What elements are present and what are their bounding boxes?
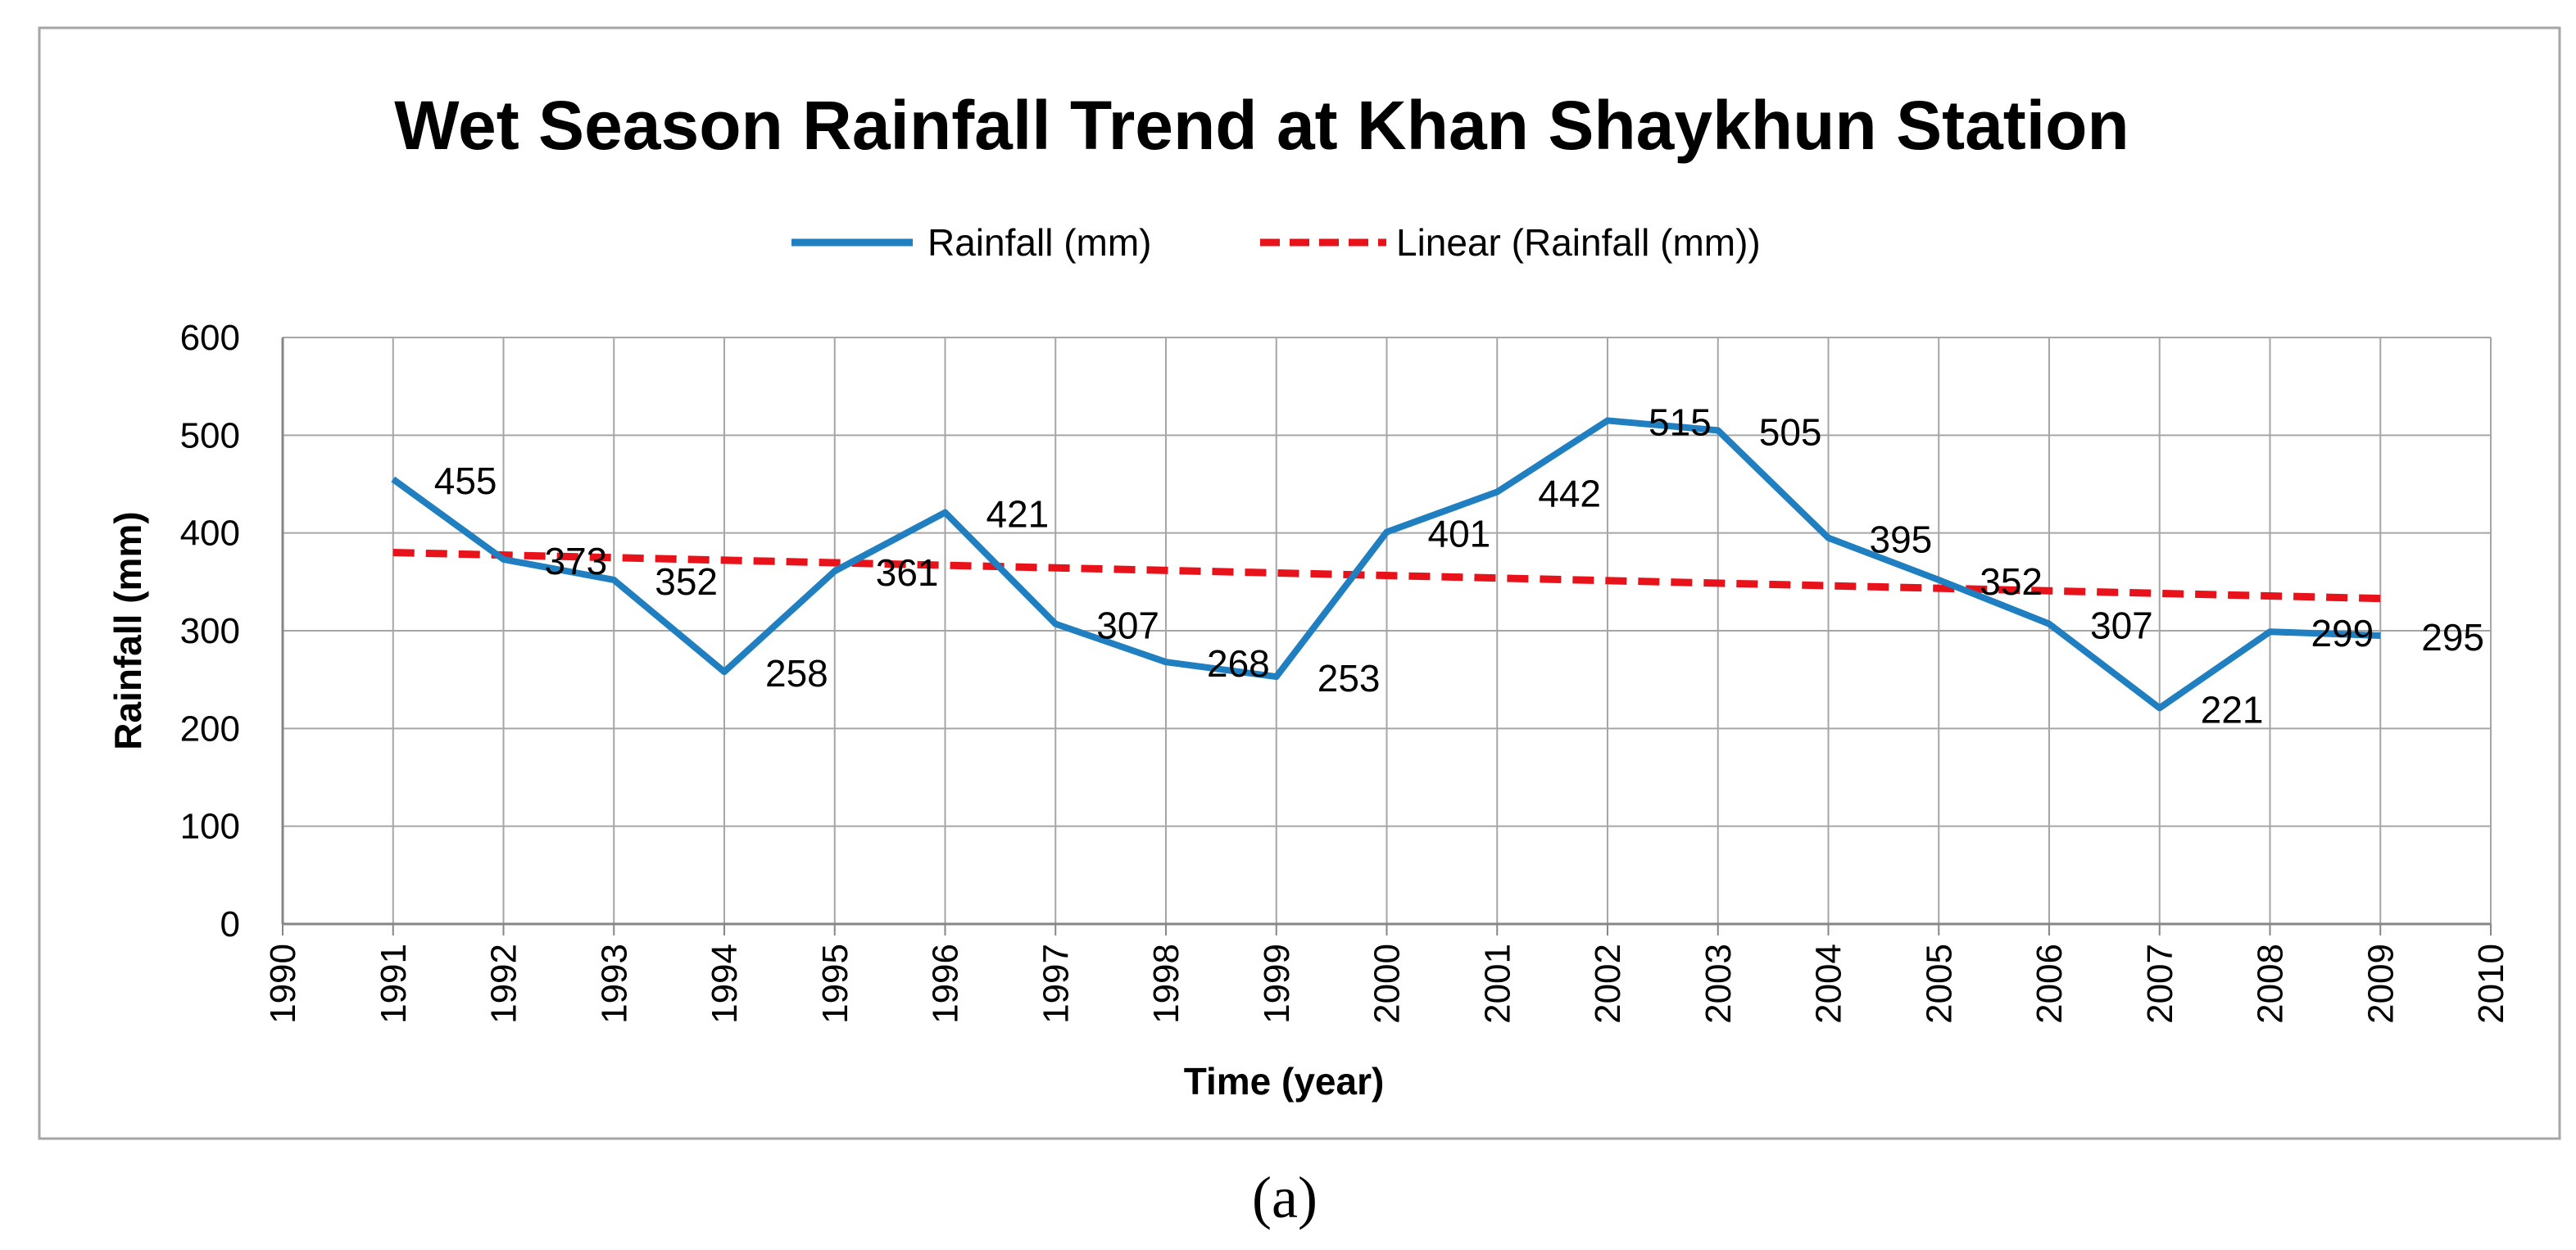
x-tick-label: 1991: [374, 944, 414, 1024]
figure-caption: (a): [1252, 1165, 1317, 1230]
chart-frame: [38, 26, 2561, 1140]
data-label: 395: [1870, 519, 1933, 561]
x-tick-label: 2010: [2471, 944, 2511, 1024]
x-tick-label: 1996: [926, 944, 966, 1024]
x-axis-ticks: 1990 1991 1992 1993 1994 1995 1996 1997 1998 1999…: [263, 944, 2511, 1024]
data-label: 258: [765, 652, 828, 695]
x-tick-label: 2000: [1367, 944, 1408, 1024]
x-tick-label: 2005: [1919, 944, 1959, 1024]
x-tick-label: 2002: [1588, 944, 1628, 1024]
chart-series: [391, 417, 2381, 712]
y-tick-label: 400: [180, 514, 240, 554]
x-tick-label: 2003: [1698, 944, 1739, 1024]
data-label: 352: [655, 560, 718, 603]
x-tick-label: 1992: [484, 944, 524, 1024]
x-tick-label: 1995: [815, 944, 855, 1024]
x-tick-label: 1990: [263, 944, 303, 1024]
data-label: 295: [2421, 616, 2484, 659]
data-label: 505: [1759, 410, 1822, 453]
data-label: 361: [876, 551, 939, 594]
chart-legend: Rainfall (mm) Linear (Rainfall (mm)): [791, 221, 1761, 264]
series-line-rainfall: [391, 417, 2381, 712]
data-label: 352: [1980, 560, 2043, 603]
y-tick-label: 600: [180, 318, 240, 358]
chart-grid: [283, 337, 2492, 924]
x-tick-label: 2007: [2140, 944, 2180, 1024]
x-tick-label: 1993: [594, 944, 634, 1024]
y-tick-label: 200: [180, 709, 240, 749]
x-tick-label: 2006: [2030, 944, 2070, 1024]
y-axis-ticks: 0 100 200 300 400 500 600: [180, 318, 240, 944]
data-label: 455: [434, 460, 497, 502]
legend-label-rainfall: Rainfall (mm): [927, 221, 1151, 264]
y-tick-label: 100: [180, 807, 240, 847]
chart-axes: [281, 337, 2492, 935]
y-tick-label: 500: [180, 415, 240, 455]
data-label: 268: [1207, 642, 1270, 685]
x-tick-label: 1997: [1036, 944, 1076, 1024]
data-label: 253: [1317, 657, 1381, 700]
x-tick-label: 2008: [2251, 944, 2291, 1024]
x-tick-label: 1998: [1146, 944, 1186, 1024]
x-tick-label: 2004: [1809, 944, 1849, 1024]
data-label: 442: [1538, 473, 1601, 515]
data-label: 221: [2201, 688, 2264, 731]
data-label: 299: [2311, 612, 2374, 654]
x-tick-label: 1994: [705, 944, 745, 1024]
y-tick-label: 0: [220, 904, 240, 944]
x-tick-label: 2009: [2361, 944, 2401, 1024]
y-tick-label: 300: [180, 611, 240, 651]
data-labels: 455 373 352 258 361 421 307 268 253 401 442 515 505 3…: [434, 401, 2484, 731]
trendline-linear-rainfall: [392, 549, 2381, 603]
data-label: 373: [545, 540, 608, 582]
y-axis-title: Rainfall (mm): [107, 511, 149, 750]
chart-title: Wet Season Rainfall Trend at Khan Shaykh…: [394, 87, 2129, 164]
x-axis-title: Time (year): [1184, 1060, 1385, 1103]
data-label: 421: [986, 493, 1050, 536]
legend-label-linear: Linear (Rainfall (mm)): [1396, 221, 1761, 264]
data-label: 401: [1428, 512, 1491, 555]
data-label: 307: [2090, 605, 2153, 647]
data-label: 515: [1649, 401, 1712, 443]
data-label: 307: [1096, 605, 1159, 647]
x-tick-label: 1999: [1257, 944, 1297, 1024]
x-tick-label: 2001: [1477, 944, 1517, 1024]
